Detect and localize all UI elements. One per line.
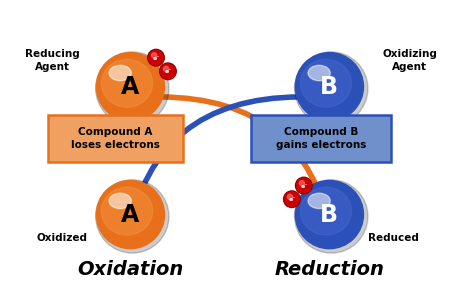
Circle shape	[283, 191, 300, 208]
Text: Compound A
loses electrons: Compound A loses electrons	[71, 127, 160, 150]
FancyArrowPatch shape	[161, 97, 334, 235]
FancyBboxPatch shape	[251, 115, 391, 162]
Circle shape	[287, 194, 292, 199]
Text: Reducing
Agent: Reducing Agent	[25, 49, 80, 72]
Circle shape	[296, 178, 311, 193]
Text: Reduction: Reduction	[274, 259, 384, 278]
Text: Oxidizing
Agent: Oxidizing Agent	[383, 49, 438, 72]
Ellipse shape	[295, 180, 368, 253]
Ellipse shape	[109, 65, 131, 81]
Circle shape	[295, 177, 312, 194]
Ellipse shape	[101, 59, 153, 107]
Text: Oxidation: Oxidation	[77, 259, 183, 278]
Ellipse shape	[109, 193, 131, 209]
Circle shape	[152, 53, 157, 58]
Text: A: A	[121, 75, 139, 99]
Circle shape	[161, 64, 175, 79]
Ellipse shape	[96, 180, 169, 253]
FancyArrowPatch shape	[126, 97, 299, 235]
Text: e⁻: e⁻	[153, 56, 160, 61]
Ellipse shape	[301, 187, 352, 235]
Ellipse shape	[308, 65, 330, 81]
Ellipse shape	[101, 187, 153, 235]
Text: Compound B
gains electrons: Compound B gains electrons	[276, 127, 366, 150]
Text: B: B	[320, 203, 338, 226]
Text: e⁻: e⁻	[289, 197, 296, 202]
Circle shape	[284, 192, 299, 207]
Ellipse shape	[295, 52, 368, 125]
Ellipse shape	[96, 181, 164, 249]
Text: e⁻: e⁻	[164, 69, 172, 74]
Circle shape	[149, 50, 164, 65]
Text: e⁻: e⁻	[301, 184, 308, 189]
FancyBboxPatch shape	[47, 115, 182, 162]
Ellipse shape	[295, 181, 364, 249]
Text: B: B	[320, 75, 338, 99]
Circle shape	[160, 63, 176, 79]
Ellipse shape	[96, 52, 169, 125]
Ellipse shape	[295, 53, 364, 121]
Circle shape	[299, 181, 304, 186]
Ellipse shape	[308, 193, 330, 209]
Circle shape	[148, 49, 164, 66]
Text: Reduced: Reduced	[368, 233, 419, 243]
Ellipse shape	[301, 59, 352, 107]
Text: A: A	[121, 203, 139, 226]
Text: Oxidized: Oxidized	[36, 233, 87, 243]
Circle shape	[164, 66, 169, 71]
Ellipse shape	[96, 53, 164, 121]
